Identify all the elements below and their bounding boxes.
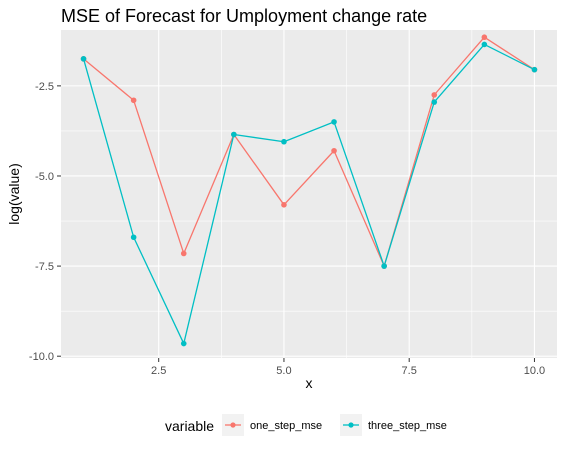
series-point-0 [281,202,287,208]
legend-key-point [230,422,236,428]
legend-item-1: three_step_mse [340,414,447,436]
series-line-1 [82,43,535,345]
axis-layer: 2.5 5.0 7.5 10.0 -2.5 -5.0 -7.5 -10.0 [29,81,545,377]
series-point-1 [481,41,488,48]
series-point-0 [130,97,137,104]
series-point-1 [130,234,137,241]
y-tick-label: -2.5 [35,81,54,93]
x-tick-label: 5.0 [276,365,291,377]
plot-panel [61,30,557,358]
series-line-0 [83,36,535,267]
x-tick-label: 2.5 [151,365,166,377]
legend-label: three_step_mse [368,420,447,432]
y-axis-title: log(value) [6,163,22,224]
x-tick-label: 7.5 [402,365,417,377]
legend-label: one_step_mse [250,420,322,432]
chart-title: MSE of Forecast for Umployment change ra… [61,6,427,26]
series-point-0 [431,92,438,98]
legend: variable one_step_mse three_step_mse [165,414,447,436]
series-point-1 [381,263,387,269]
series-point-0 [180,250,187,257]
series-point-1 [180,340,187,347]
series-point-0 [481,34,488,41]
x-tick-label: 10.0 [524,365,545,377]
series-point-1 [80,56,87,62]
series-point-1 [281,138,287,145]
legend-key-point [348,422,354,428]
series-point-1 [431,99,438,105]
y-tick-label: -5.0 [35,171,54,183]
series-point-0 [331,147,337,154]
series-point-1 [531,66,538,73]
legend-title: variable [165,418,214,434]
legend-item-0: one_step_mse [222,414,322,436]
series-layer [80,34,538,347]
series-point-1 [331,119,337,125]
y-tick-label: -10.0 [29,351,54,363]
series-point-1 [231,131,237,138]
x-axis-title: x [306,375,313,391]
y-tick-label: -7.5 [35,261,54,273]
